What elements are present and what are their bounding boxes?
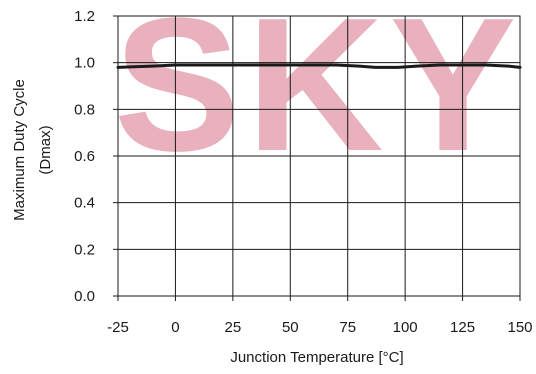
y-axis-title-line-1: Maximum Duty Cycle [11,79,28,221]
y-tick-label: 0.6 [74,148,95,165]
y-tick-label: 0.2 [74,241,95,258]
y-tick-label: 1.0 [74,55,95,72]
plot-frame-layer [113,15,521,301]
watermark-layer: SKY [114,0,523,191]
series-line-0 [116,63,522,69]
series-layer [116,63,522,69]
axis-titles-layer: Junction Temperature [°C] Maximum Duty Cy… [11,79,404,366]
y-tick-label: 0.0 [74,288,95,305]
tick-labels-layer: 0.0 0.2 0.4 0.6 0.8 1.0 1.2 -25 0 25 50 75 100 125 150 [74,8,532,336]
x-tick-label: 0 [171,319,179,336]
x-tick-label: 50 [282,319,299,336]
x-tick-label: 25 [225,319,242,336]
x-tick-label: 75 [339,319,356,336]
x-tick-label: -25 [107,319,129,336]
grid-layer [118,16,520,296]
y-tick-label: 0.8 [74,101,95,118]
x-tick-label: 125 [450,319,475,336]
x-axis-title: Junction Temperature [°C] [230,349,403,366]
y-tick-label: 0.4 [74,195,95,212]
y-tick-label: 1.2 [74,8,95,25]
x-tick-label: 100 [393,319,418,336]
y-axis-title-line-2: (Dmax) [37,125,54,174]
watermark-logo: SKY [114,0,523,191]
x-tick-label: 150 [507,319,532,336]
